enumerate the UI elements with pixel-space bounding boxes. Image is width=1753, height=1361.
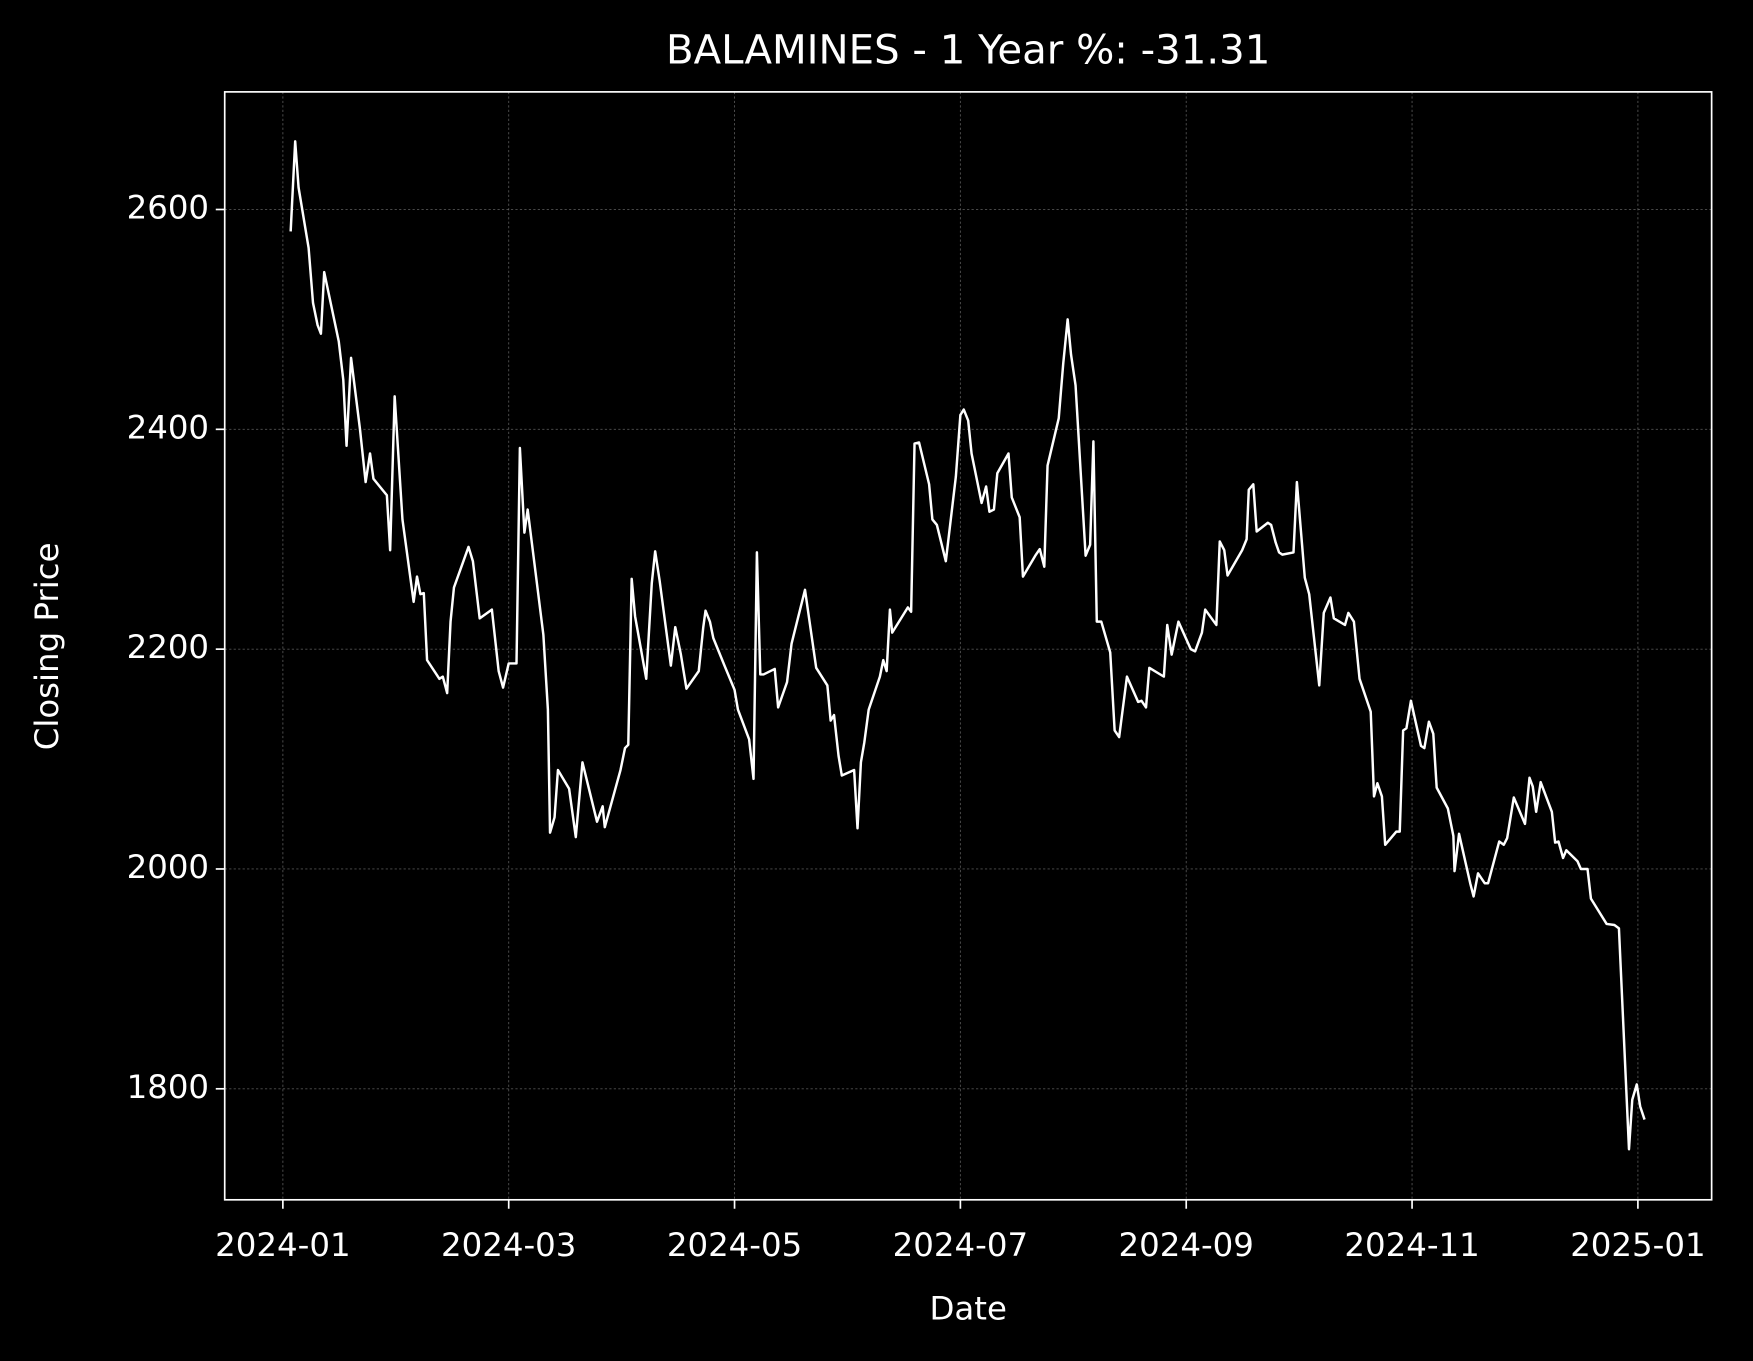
x-tick-label: 2024-11 <box>1344 1226 1479 1264</box>
y-tick-label: 2600 <box>127 188 209 226</box>
x-tick-label: 2024-01 <box>215 1226 350 1264</box>
y-tick-label: 2200 <box>127 628 209 666</box>
y-axis-label: Closing Price <box>28 542 66 750</box>
x-tick-label: 2024-03 <box>441 1226 576 1264</box>
plot-frame <box>223 91 1713 1201</box>
price-line <box>289 140 1646 1151</box>
x-tick-label: 2024-07 <box>893 1226 1028 1264</box>
x-tick-label: 2024-05 <box>667 1226 802 1264</box>
x-tick-label: 2024-09 <box>1119 1226 1254 1264</box>
x-tick-label: 2025-01 <box>1570 1226 1705 1264</box>
y-tick-label: 1800 <box>127 1068 209 1106</box>
y-tick-label: 2000 <box>127 848 209 886</box>
x-axis-label: Date <box>929 1289 1006 1327</box>
chart-title: BALAMINES - 1 Year %: -31.31 <box>666 28 1270 74</box>
y-tick-label: 2400 <box>127 408 209 446</box>
